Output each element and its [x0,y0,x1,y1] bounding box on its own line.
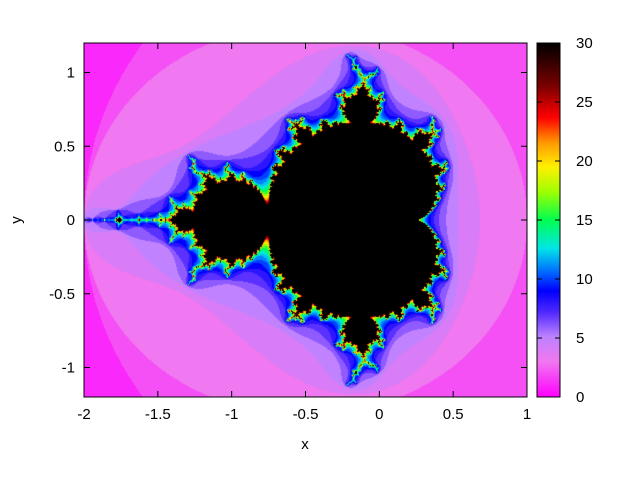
plot-area: -2 -1.5 -1 -0.5 0 0.5 1 -1 -0.5 0 0.5 1 [49,42,531,423]
tick-label: 25 [576,94,593,111]
colorbar-axis: 0 5 10 15 20 25 30 [537,35,593,406]
tick-label: -1 [225,406,238,423]
tick-label: 0 [375,406,383,423]
tick-label: 0 [67,212,75,229]
tick-label: 15 [576,212,593,229]
tick-label: 1 [523,406,531,423]
tick-label: 0.5 [54,138,75,155]
heatmap-image [84,43,527,397]
tick-label: 30 [576,35,593,52]
tick-label: 20 [576,153,593,170]
tick-label: -2 [77,406,90,423]
colorbar: 0 5 10 15 20 25 30 [536,35,593,406]
tick-label: -1 [62,360,75,377]
colorbar-gradient [537,43,560,397]
x-axis: -2 -1.5 -1 -0.5 0 0.5 1 [77,43,531,423]
y-axis: -1 -0.5 0 0.5 1 [49,65,527,377]
tick-label: 0.5 [443,406,464,423]
y-axis-label: y [8,216,25,224]
tick-label: 0 [576,389,584,406]
tick-label: 10 [576,271,593,288]
x-axis-label: x [301,436,309,453]
tick-label: 5 [576,330,584,347]
tick-label: -0.5 [293,406,319,423]
tick-label: 1 [67,65,75,82]
tick-label: -0.5 [49,286,75,303]
tick-label: -1.5 [145,406,171,423]
